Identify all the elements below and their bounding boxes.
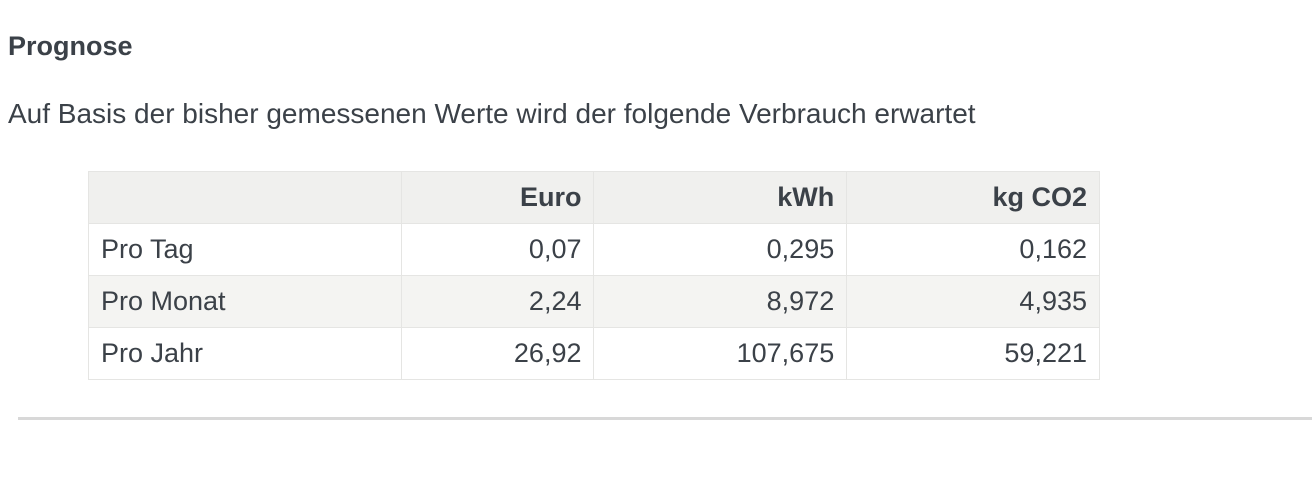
table-row-pro-monat: Pro Monat 2,24 8,972 4,935 [87, 274, 1100, 328]
cell-kwh: 0,295 [593, 222, 848, 276]
column-header-euro: Euro [401, 170, 595, 224]
column-header-kwh: kWh [593, 170, 848, 224]
table-row-pro-tag: Pro Tag 0,07 0,295 0,162 [87, 222, 1100, 276]
cell-kwh: 8,972 [593, 274, 848, 328]
subtitle: Auf Basis der bisher gemessenen Werte wi… [8, 98, 976, 130]
cell-kg-co2: 59,221 [846, 326, 1100, 380]
column-header-empty [87, 170, 403, 224]
cell-euro: 26,92 [401, 326, 595, 380]
column-header-kg-co2: kg CO2 [846, 170, 1100, 224]
row-label: Pro Jahr [87, 326, 403, 380]
cell-kwh: 107,675 [593, 326, 848, 380]
row-label: Pro Monat [87, 274, 403, 328]
cell-kg-co2: 0,162 [846, 222, 1100, 276]
page-title: Prognose [8, 31, 133, 61]
prognose-panel: Prognose Auf Basis der bisher gemessenen… [8, 31, 1312, 420]
prognosis-table: Euro kWh kg CO2 Pro Tag 0,07 0,295 0,162… [87, 170, 1100, 380]
cell-kg-co2: 4,935 [846, 274, 1100, 328]
cell-euro: 0,07 [401, 222, 595, 276]
row-label: Pro Tag [87, 222, 403, 276]
cell-euro: 2,24 [401, 274, 595, 328]
divider [18, 416, 1312, 420]
table-row-pro-jahr: Pro Jahr 26,92 107,675 59,221 [87, 326, 1100, 380]
table-header-row: Euro kWh kg CO2 [87, 170, 1100, 224]
